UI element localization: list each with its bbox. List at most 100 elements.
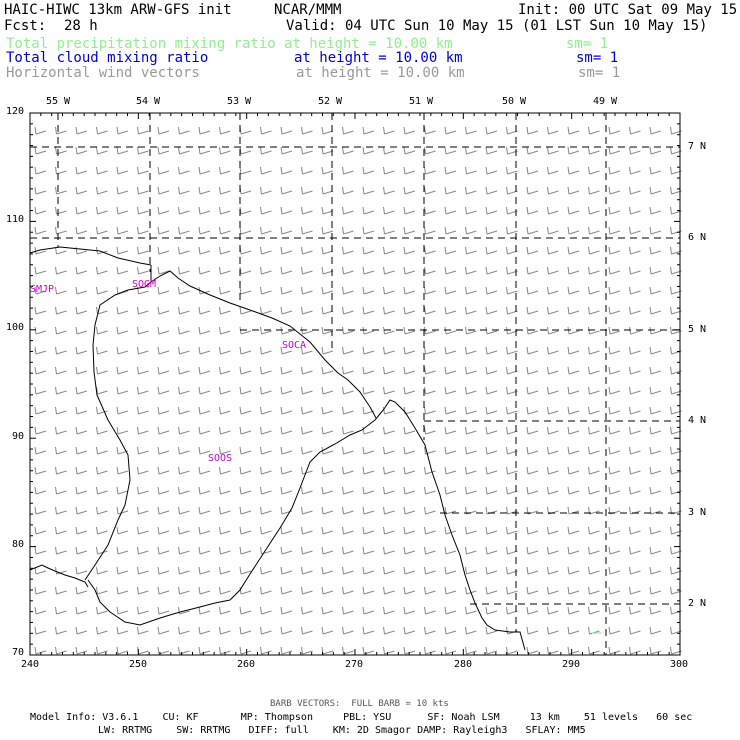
wind-barb — [424, 346, 436, 355]
wind-barb — [424, 486, 436, 495]
wind-barb — [96, 406, 108, 415]
wind-barb — [567, 466, 580, 475]
wind-barb — [608, 326, 621, 335]
wind-barb — [629, 346, 641, 355]
wind-barb — [55, 226, 67, 235]
wind-barb — [465, 366, 477, 375]
wind-barb — [301, 366, 313, 375]
wind-barb — [116, 586, 129, 595]
x-tick-290: 290 — [562, 659, 581, 670]
wind-barb — [526, 186, 539, 195]
wind-barb — [383, 426, 395, 435]
wind-barb — [526, 346, 539, 355]
wind-barb — [465, 446, 477, 455]
wind-barb — [301, 226, 313, 235]
x-tick-280: 280 — [454, 659, 473, 670]
station-soos: SOOS — [208, 453, 233, 464]
wind-barb — [649, 166, 662, 175]
wind-barb — [116, 146, 129, 155]
wind-barb — [342, 646, 354, 655]
wind-barb — [157, 506, 170, 515]
wind-barb — [116, 466, 129, 475]
wind-barb — [567, 586, 580, 595]
init-time: Init: 00 UTC Sat 09 May 15 — [518, 2, 738, 18]
y-tick-100: 100 — [6, 322, 25, 333]
wind-barb — [116, 526, 129, 535]
wind-barb — [198, 426, 211, 435]
wind-barb — [178, 546, 190, 555]
field-wind-sm: sm= 1 — [578, 65, 621, 81]
wind-barb — [321, 566, 334, 575]
wind-barb — [383, 286, 395, 295]
wind-barb — [506, 286, 518, 295]
wind-barb — [157, 206, 170, 215]
wind-barb — [547, 226, 559, 235]
wind-barb — [321, 126, 334, 135]
wind-barb — [178, 286, 190, 295]
wind-barb — [629, 366, 641, 375]
wind-barb — [96, 506, 108, 515]
wind-barb — [157, 546, 170, 555]
wind-barb — [342, 586, 354, 595]
wind-barb — [567, 306, 580, 315]
wind-barb — [280, 146, 293, 155]
wind-barb — [383, 566, 395, 575]
wind-barb — [116, 266, 129, 275]
wind-barb — [383, 146, 395, 155]
wind-barb — [649, 246, 662, 255]
wind-barb — [403, 306, 416, 315]
wind-barb — [547, 266, 559, 275]
wind-barb — [34, 506, 47, 515]
wind-barb — [137, 466, 149, 475]
wind-barb — [198, 146, 211, 155]
wind-barb — [588, 246, 600, 255]
station-soca: SOCA — [282, 340, 307, 351]
wind-barb — [96, 566, 108, 575]
wind-barb — [301, 426, 313, 435]
wind-barb — [260, 366, 272, 375]
wind-barb — [588, 266, 600, 275]
wind-barb — [157, 306, 170, 315]
wind-barb — [157, 186, 170, 195]
model-title: HAIC-HIWC 13km ARW-GFS init — [4, 2, 232, 18]
wind-barb — [157, 406, 170, 415]
wind-barb — [239, 606, 252, 615]
lon-label-52w: 52 W — [318, 96, 343, 107]
wind-barb — [96, 586, 108, 595]
lat-label-5n: 5 N — [688, 324, 707, 335]
wind-barb — [55, 346, 67, 355]
wind-barb — [301, 646, 313, 655]
wind-barb — [34, 326, 47, 335]
wind-barb — [198, 186, 211, 195]
wind-barb — [465, 386, 477, 395]
wind-barb — [178, 166, 190, 175]
y-tick-80: 80 — [12, 539, 25, 550]
lat-label-3n: 3 N — [688, 507, 707, 518]
wind-barb — [137, 126, 149, 135]
wind-barb — [342, 426, 354, 435]
wind-barb — [567, 266, 580, 275]
wind-barb — [608, 426, 621, 435]
wind-barb — [485, 346, 498, 355]
wind-barb — [608, 586, 621, 595]
wind-barb — [75, 266, 88, 275]
wind-barb — [465, 306, 477, 315]
wind-barb — [362, 126, 375, 135]
wind-barb — [547, 526, 559, 535]
wind-barb — [362, 486, 375, 495]
wind-barb — [55, 446, 67, 455]
wind-barb — [649, 566, 662, 575]
wind-barb — [547, 206, 559, 215]
wind-barb — [321, 306, 334, 315]
wind-barb — [608, 566, 621, 575]
wind-barb — [465, 266, 477, 275]
wind-barb — [96, 426, 108, 435]
wind-barb — [198, 626, 211, 635]
wind-barb — [239, 146, 252, 155]
wind-barb — [383, 446, 395, 455]
wind-barb — [75, 166, 88, 175]
wind-barb — [34, 126, 47, 135]
wind-barb — [649, 466, 662, 475]
wind-barb — [301, 526, 313, 535]
wind-barb — [280, 646, 293, 655]
